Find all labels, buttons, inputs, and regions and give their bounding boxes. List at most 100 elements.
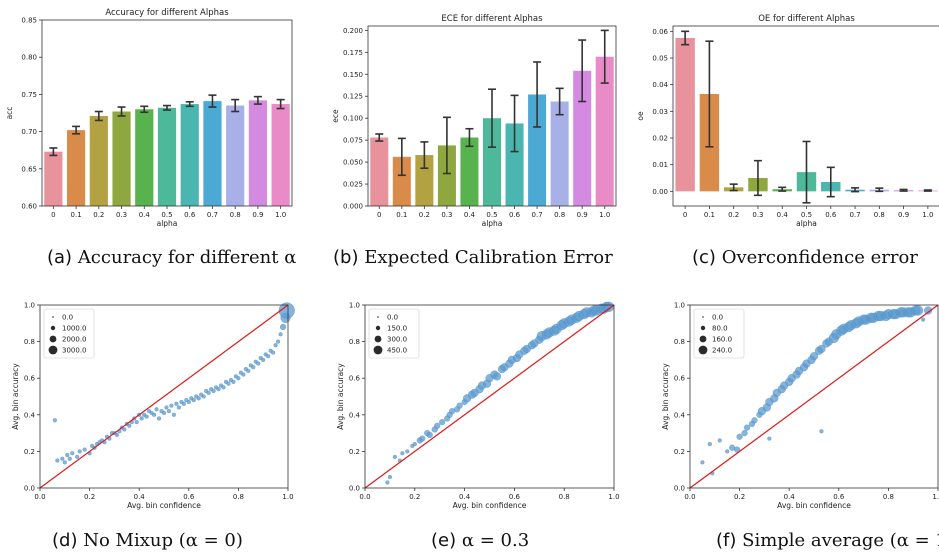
legend: 0.0 1000.0 2000.0 3000.0 xyxy=(43,308,95,359)
bar xyxy=(180,104,199,206)
x-tick-label: 0.4 xyxy=(777,211,789,219)
legend: 0.0 150.0 300.0 450.0 xyxy=(368,308,420,359)
scatter-point xyxy=(171,412,176,417)
plot-frame xyxy=(367,25,617,207)
scatter-point xyxy=(75,454,80,459)
y-axis: 0.00 0.01 0.02 0.03 0.04 0.05 0.06 xyxy=(652,28,673,196)
plot-frame xyxy=(39,304,289,489)
scatter-point xyxy=(114,432,119,437)
plot-frame xyxy=(672,25,939,207)
scatter-point xyxy=(261,357,266,362)
scatter-point xyxy=(278,332,283,337)
scatter-point xyxy=(161,410,167,416)
y-tick-label: 0.6 xyxy=(674,375,686,383)
scatter-point xyxy=(166,409,172,414)
x-tick-label: 0.2 xyxy=(93,211,104,219)
scatter-point xyxy=(55,458,60,463)
scatter-point xyxy=(236,376,241,381)
scatter-point xyxy=(271,350,276,355)
caption-a: (a) Accuracy for different α xyxy=(47,247,296,268)
scatter-point xyxy=(276,339,281,344)
bar xyxy=(67,130,86,206)
x-axis-label: Avg. bin confidence xyxy=(453,501,527,510)
chart-ece: ECE for different Alphas0.0000.0250.0500… xyxy=(331,14,617,228)
x-tick-label: 0.4 xyxy=(464,211,476,219)
y-axis-label: ece xyxy=(331,109,340,123)
y-tick-label: 0.01 xyxy=(652,161,668,169)
x-tick-label: 0.7 xyxy=(849,211,860,219)
x-tick-label: 0.0 xyxy=(359,493,370,501)
x-axis-label: Avg. bin confidence xyxy=(127,501,201,510)
x-axis-label: alpha xyxy=(482,219,503,228)
legend: 0.0 80.0 160.0 240.0 xyxy=(693,308,745,359)
caption-d-text: No Mixup (α = 0) xyxy=(83,530,243,551)
chart-rel0: 0.0 0.2 0.4 0.6 0.8 1.0 0.0 0.2 0.4 0.6 0.8 1.0 Avg.… xyxy=(11,302,295,510)
scatter-point xyxy=(809,352,819,361)
x-tick-label: 0.0 xyxy=(34,493,45,501)
chart-title: Accuracy for different Alphas xyxy=(105,8,229,18)
scatter-point xyxy=(65,453,70,458)
x-tick-label: 0.3 xyxy=(441,211,452,219)
scatter-point xyxy=(725,449,730,454)
scatter-point xyxy=(181,401,186,406)
y-tick-label: 0.03 xyxy=(652,108,668,116)
scatter-point xyxy=(201,394,206,399)
scatter-point xyxy=(734,446,741,453)
legend-marker xyxy=(699,335,707,343)
legend-marker xyxy=(48,345,58,355)
y-tick-label: 0.025 xyxy=(343,181,363,189)
scatter-point xyxy=(164,405,169,410)
caption-b-text: Expected Calibration Error xyxy=(364,247,613,268)
scatter-point xyxy=(206,390,211,395)
scatter-point xyxy=(700,460,705,465)
legend-label: 450.0 xyxy=(387,347,407,355)
y-tick-label: 0.70 xyxy=(21,128,37,136)
bar xyxy=(505,123,524,206)
x-tick-label: 1.0 xyxy=(608,493,619,501)
bar xyxy=(135,109,154,206)
scatter-point xyxy=(231,379,236,384)
y-tick-label: 0.0 xyxy=(349,485,360,493)
scatter-point xyxy=(419,435,426,442)
scatter-point xyxy=(122,427,127,432)
x-tick-label: 0.6 xyxy=(825,211,837,219)
legend-label: 240.0 xyxy=(712,347,732,355)
scatter-point xyxy=(273,343,278,348)
scatter-point xyxy=(256,361,261,366)
scatter-point xyxy=(924,306,933,315)
y-axis-label: Avg. bin accuracy xyxy=(661,363,670,430)
scatter-point xyxy=(412,442,417,447)
scatter-point xyxy=(387,474,392,480)
y-axis-label: acc xyxy=(5,107,14,120)
legend-label: 0.0 xyxy=(712,314,723,322)
bar xyxy=(248,100,267,206)
bar xyxy=(573,70,592,206)
legend-marker xyxy=(700,325,706,331)
caption-d: (d) No Mixup (α = 0) xyxy=(52,530,243,551)
x-tick-label: 0.5 xyxy=(486,211,497,219)
y-tick-label: 0.04 xyxy=(652,81,668,89)
y-axis-label: Avg. bin accuracy xyxy=(11,363,20,430)
y-axis-label: Avg. bin accuracy xyxy=(336,363,345,430)
scatter-point xyxy=(385,480,390,485)
scatter-point xyxy=(492,372,502,381)
bar xyxy=(675,38,695,192)
y-tick-label: 0.0 xyxy=(24,485,35,493)
x-tick-label: 0.2 xyxy=(734,493,745,501)
x-tick-label: 1.0 xyxy=(932,493,939,501)
y-tick-label: 0.4 xyxy=(674,411,686,419)
scatter-point xyxy=(174,401,179,406)
scatter-point xyxy=(67,456,72,461)
y-tick-label: 0.150 xyxy=(343,71,363,79)
scatter-point xyxy=(216,387,221,392)
bar xyxy=(271,104,290,206)
caption-a-tag: (a) xyxy=(47,247,73,268)
chart-acc: Accuracy for different Alphas0.600.650.7… xyxy=(5,8,293,228)
y-axis-label: oe xyxy=(636,111,645,121)
x-tick-label: 0.8 xyxy=(230,211,241,219)
x-tick-label: 0.6 xyxy=(509,211,521,219)
y-tick-label: 0.8 xyxy=(349,338,360,346)
scatter-point xyxy=(434,422,441,429)
x-tick-label: 0.4 xyxy=(784,493,796,501)
